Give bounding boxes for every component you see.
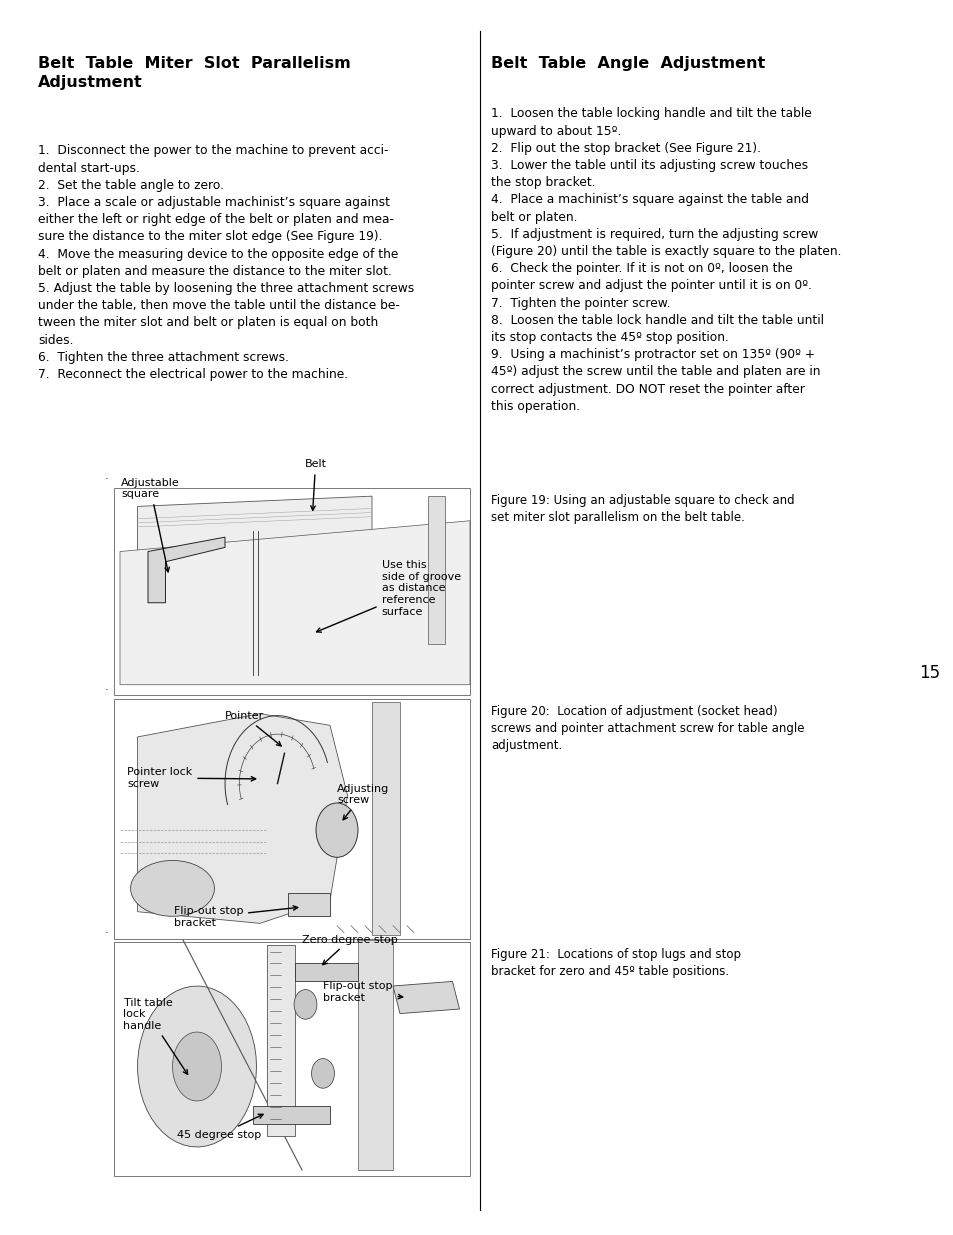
Text: Pointer lock
screw: Pointer lock screw xyxy=(127,767,255,789)
Polygon shape xyxy=(137,714,347,924)
Bar xyxy=(114,942,470,1176)
Bar xyxy=(114,699,470,939)
Text: Adjusting
screw: Adjusting screw xyxy=(336,783,389,820)
Polygon shape xyxy=(393,982,459,1014)
Text: Flip-out stop
bracket: Flip-out stop bracket xyxy=(323,982,402,1003)
Text: Use this
side of groove
as distance
reference
surface: Use this side of groove as distance refe… xyxy=(316,561,460,632)
Text: Belt  Table  Angle  Adjustment: Belt Table Angle Adjustment xyxy=(491,56,764,70)
Polygon shape xyxy=(357,940,393,1170)
Polygon shape xyxy=(288,893,330,916)
Polygon shape xyxy=(131,861,214,916)
Text: 1.  Loosen the table locking handle and tilt the table
upward to about 15º.
2.  : 1. Loosen the table locking handle and t… xyxy=(491,107,841,412)
Polygon shape xyxy=(137,496,372,568)
Polygon shape xyxy=(137,986,256,1147)
Polygon shape xyxy=(372,701,399,935)
Polygon shape xyxy=(267,945,294,1135)
Bar xyxy=(114,488,470,695)
Text: 45 degree stop: 45 degree stop xyxy=(177,1114,263,1140)
Text: Figure 20:  Location of adjustment (socket head)
screws and pointer attachment s: Figure 20: Location of adjustment (socke… xyxy=(491,705,804,752)
Text: ·: · xyxy=(105,474,109,484)
Circle shape xyxy=(315,803,357,857)
Text: ·: · xyxy=(105,685,109,695)
Text: Figure 19: Using an adjustable square to check and
set miter slot parallelism on: Figure 19: Using an adjustable square to… xyxy=(491,494,794,524)
Polygon shape xyxy=(253,1105,330,1124)
Text: Belt  Table  Miter  Slot  Parallelism
Adjustment: Belt Table Miter Slot Parallelism Adjust… xyxy=(38,56,351,90)
Text: Flip-out stop
bracket: Flip-out stop bracket xyxy=(173,905,297,927)
Text: 1.  Disconnect the power to the machine to prevent acci-
dental start-ups.
2.  S: 1. Disconnect the power to the machine t… xyxy=(38,144,414,382)
Text: Figure 21:  Locations of stop lugs and stop
bracket for zero and 45º table posit: Figure 21: Locations of stop lugs and st… xyxy=(491,948,740,978)
Circle shape xyxy=(294,989,316,1019)
Polygon shape xyxy=(120,521,470,684)
Polygon shape xyxy=(294,963,357,982)
Text: 15: 15 xyxy=(919,664,940,682)
Text: Zero degree stop: Zero degree stop xyxy=(302,935,397,965)
Text: Tilt table
lock
handle: Tilt table lock handle xyxy=(123,998,188,1074)
Circle shape xyxy=(312,1058,335,1088)
Polygon shape xyxy=(428,496,445,643)
Polygon shape xyxy=(148,537,225,603)
Text: Adjustable
square: Adjustable square xyxy=(121,478,179,572)
Text: Pointer: Pointer xyxy=(225,711,281,746)
Polygon shape xyxy=(172,1032,221,1100)
Text: ·: · xyxy=(105,929,109,939)
Text: Belt: Belt xyxy=(304,459,326,510)
